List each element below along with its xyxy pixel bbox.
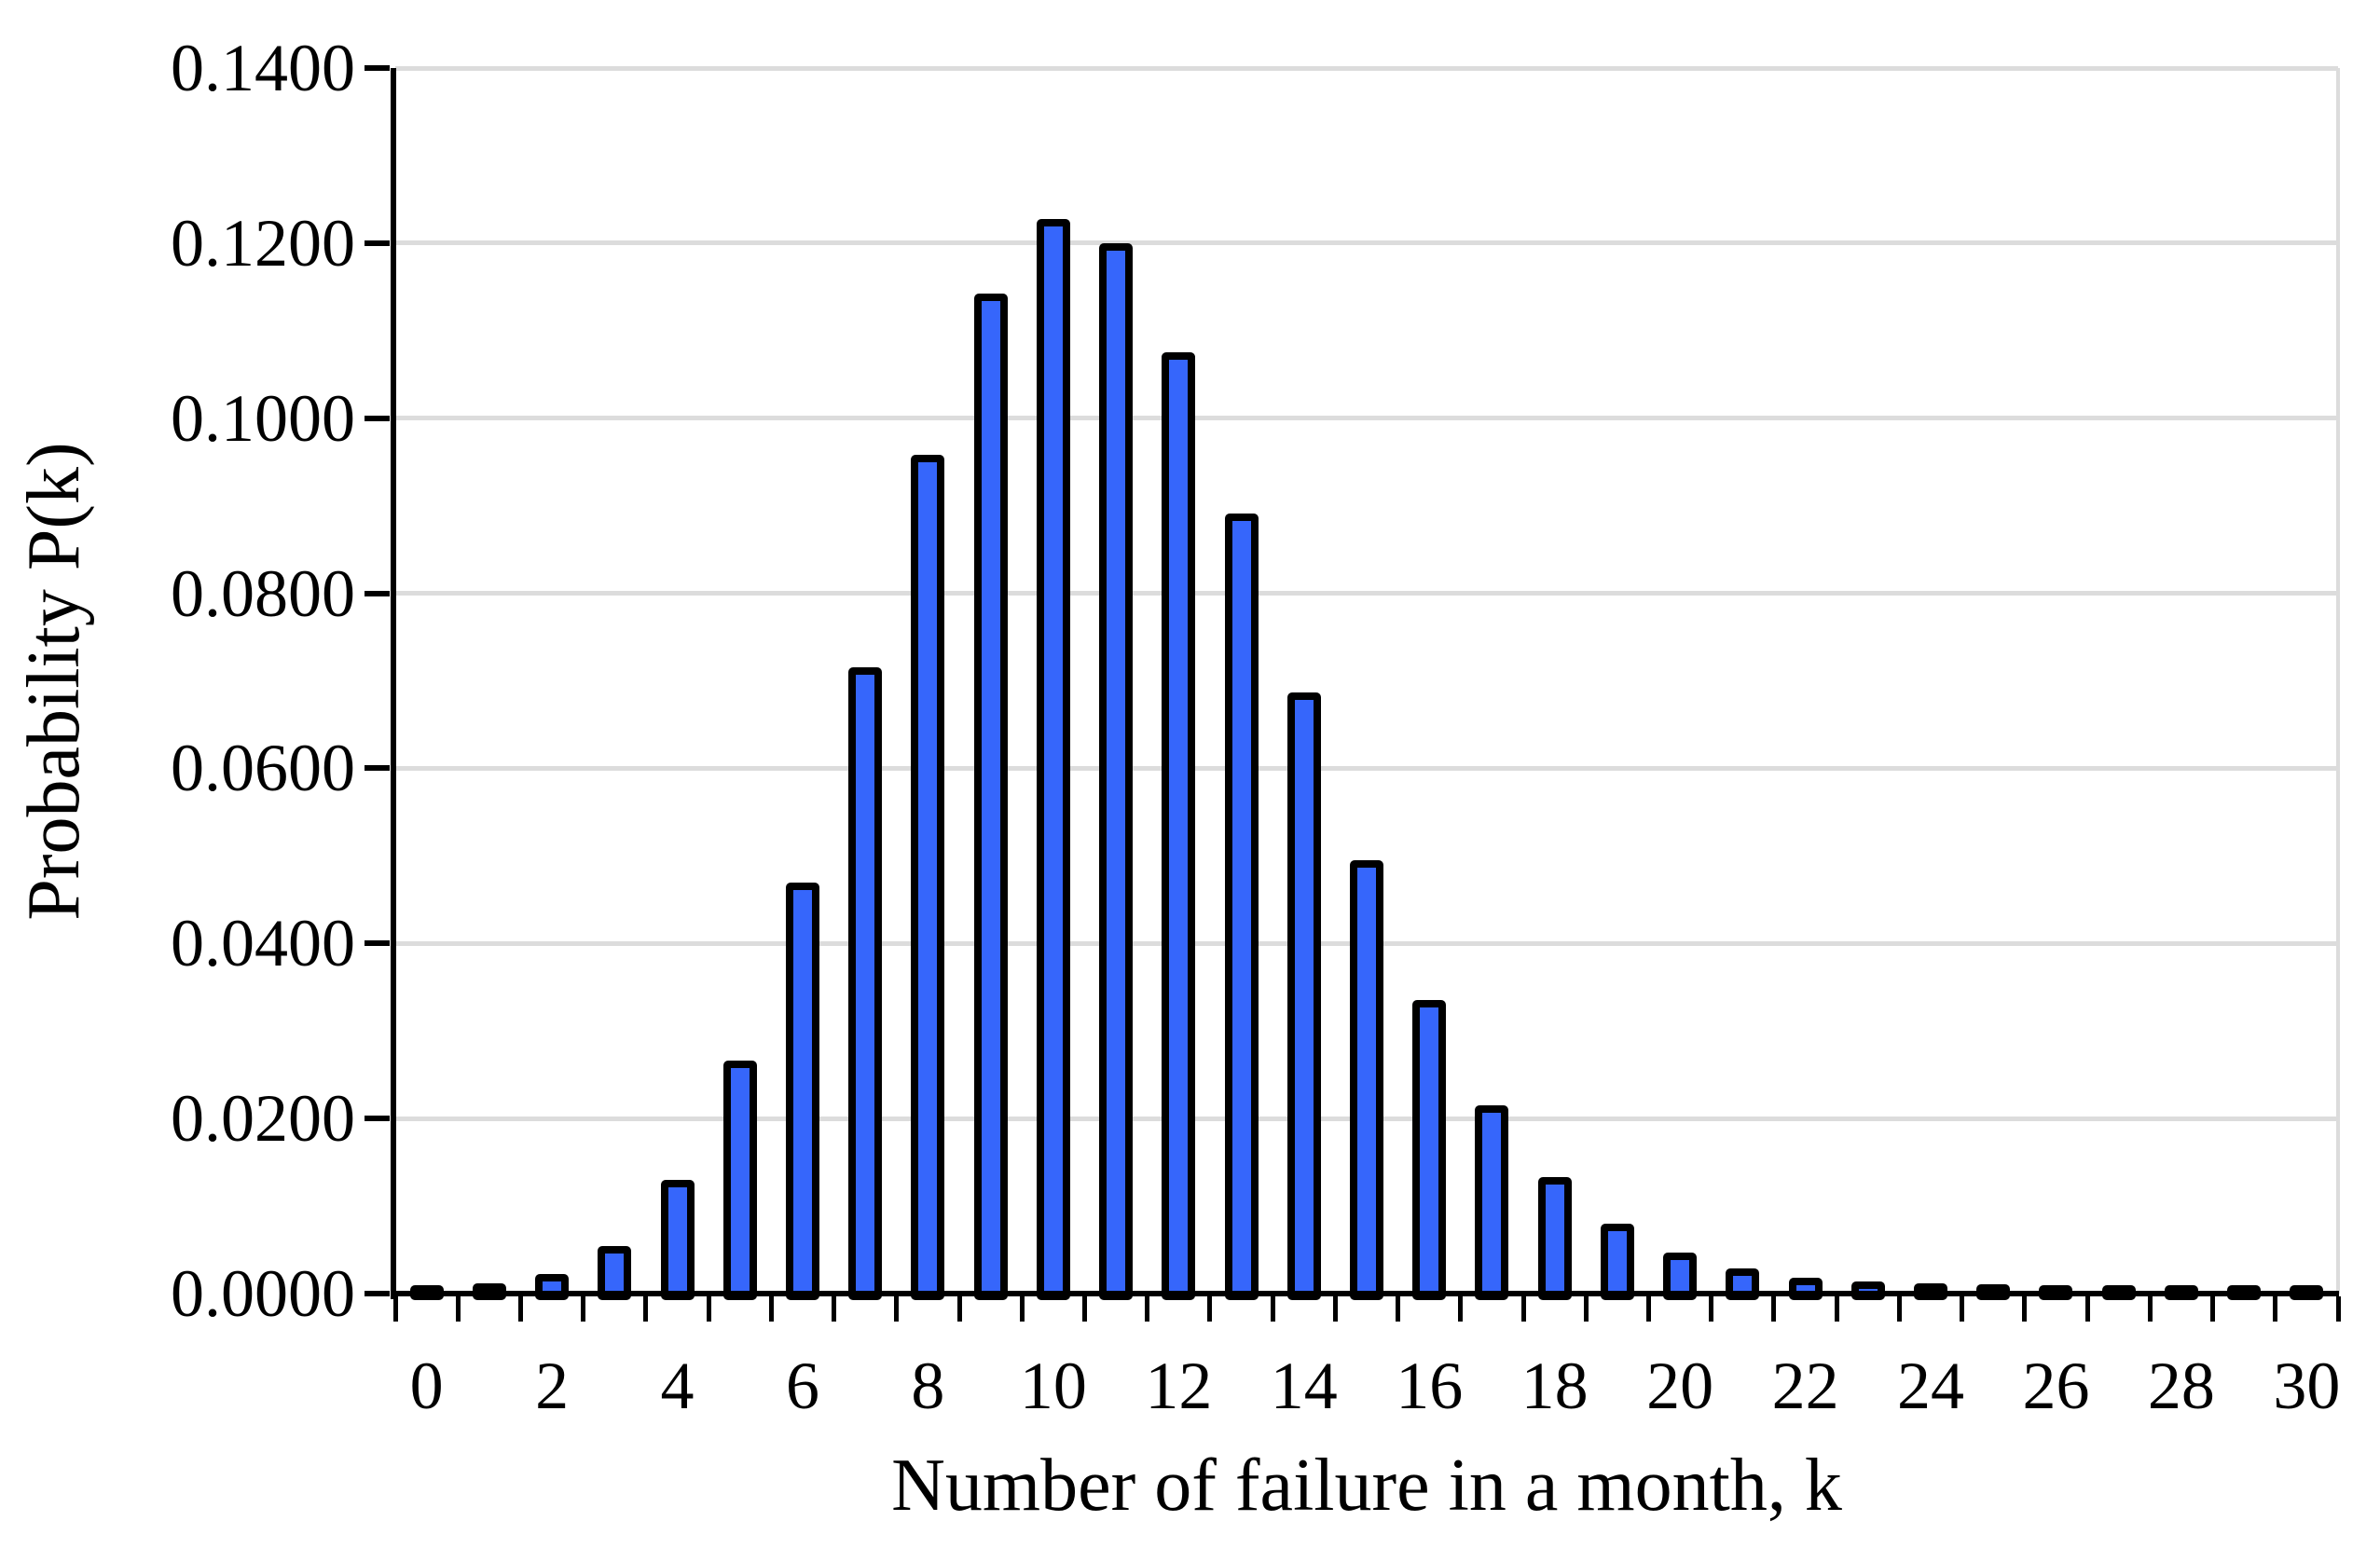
gridline — [395, 765, 2338, 771]
bar — [1537, 1177, 1572, 1300]
x-tick-label: 30 — [2273, 1349, 2341, 1423]
gridline — [395, 240, 2338, 246]
bar — [1788, 1278, 1823, 1300]
x-tick — [2084, 1296, 2090, 1322]
x-axis-title: Number of failure in a month, k — [891, 1445, 1842, 1527]
bar — [1099, 243, 1134, 1300]
gridline — [395, 416, 2338, 421]
y-tick — [365, 765, 390, 772]
y-tick-label: 0.0000 — [171, 1256, 355, 1331]
x-tick — [581, 1296, 586, 1322]
bar — [1350, 860, 1383, 1300]
bar — [1162, 352, 1196, 1300]
bar — [1036, 219, 1070, 1300]
x-tick — [894, 1296, 900, 1322]
bar — [973, 294, 1008, 1300]
x-tick — [1332, 1296, 1338, 1322]
x-tick — [2335, 1296, 2341, 1322]
x-tick-label: 24 — [1897, 1349, 1965, 1423]
y-tick-label: 0.0400 — [171, 906, 355, 981]
x-tick — [1646, 1296, 1652, 1322]
y-tick-label: 0.1400 — [171, 31, 355, 105]
bar — [722, 1061, 757, 1300]
x-tick — [832, 1296, 837, 1322]
y-tick — [365, 1116, 390, 1122]
x-tick-label: 2 — [535, 1349, 570, 1423]
x-tick — [2147, 1296, 2153, 1322]
bar — [1286, 692, 1321, 1300]
x-tick-label: 16 — [1396, 1349, 1464, 1423]
x-tick — [1834, 1296, 1839, 1322]
x-tick — [455, 1296, 461, 1322]
x-axis-line — [391, 1291, 2339, 1296]
x-tick — [517, 1296, 523, 1322]
x-tick-label: 0 — [409, 1349, 444, 1423]
x-tick-label: 14 — [1270, 1349, 1338, 1423]
x-tick — [2210, 1296, 2216, 1322]
y-tick — [365, 65, 390, 71]
y-axis-line — [391, 68, 396, 1299]
y-tick — [365, 940, 390, 947]
y-tick-label: 0.0200 — [171, 1081, 355, 1157]
bar — [1475, 1105, 1509, 1300]
y-tick — [365, 240, 390, 246]
bar — [1412, 1000, 1447, 1300]
x-tick — [1960, 1296, 1965, 1322]
y-tick — [365, 415, 390, 421]
x-tick-label: 8 — [911, 1349, 945, 1423]
x-tick — [956, 1296, 962, 1322]
x-tick-label: 20 — [1646, 1349, 1714, 1423]
x-tick — [1771, 1296, 1777, 1322]
y-tick — [365, 1291, 390, 1296]
gridline — [395, 65, 2338, 71]
x-tick — [768, 1296, 774, 1322]
bar — [848, 667, 883, 1300]
plot-right-border — [2336, 68, 2340, 1294]
bar — [785, 883, 819, 1300]
x-tick-label: 12 — [1145, 1349, 1213, 1423]
x-tick-label: 10 — [1019, 1349, 1087, 1423]
bar — [1224, 514, 1259, 1300]
x-tick — [1019, 1296, 1025, 1322]
x-tick-label: 4 — [660, 1349, 695, 1423]
y-tick-label: 0.1000 — [171, 380, 355, 456]
y-tick-label: 0.1200 — [171, 205, 355, 281]
y-tick — [365, 590, 390, 596]
x-tick — [706, 1296, 711, 1322]
x-tick-label: 22 — [1771, 1349, 1839, 1423]
x-tick — [1145, 1296, 1150, 1322]
x-tick-label: 6 — [785, 1349, 819, 1423]
x-tick — [1896, 1296, 1902, 1322]
x-tick — [1207, 1296, 1213, 1322]
x-tick — [1583, 1296, 1589, 1322]
x-tick-label: 18 — [1520, 1349, 1589, 1423]
x-tick — [2273, 1296, 2278, 1322]
y-tick-label: 0.0800 — [171, 555, 355, 631]
x-tick-label: 26 — [2022, 1349, 2090, 1423]
x-tick — [2022, 1296, 2028, 1322]
bar — [660, 1180, 695, 1300]
bar — [1600, 1224, 1634, 1300]
gridline — [395, 591, 2338, 596]
x-tick — [392, 1296, 398, 1322]
x-tick — [1520, 1296, 1526, 1322]
x-tick — [1396, 1296, 1401, 1322]
bar — [911, 455, 945, 1300]
y-tick-label: 0.0600 — [171, 731, 355, 806]
x-tick — [1709, 1296, 1714, 1322]
x-tick-label: 28 — [2147, 1349, 2215, 1423]
x-tick — [1081, 1296, 1087, 1322]
x-tick — [1458, 1296, 1464, 1322]
x-tick — [643, 1296, 649, 1322]
x-tick — [1270, 1296, 1275, 1322]
y-axis-title: Probability P(k) — [13, 442, 95, 921]
